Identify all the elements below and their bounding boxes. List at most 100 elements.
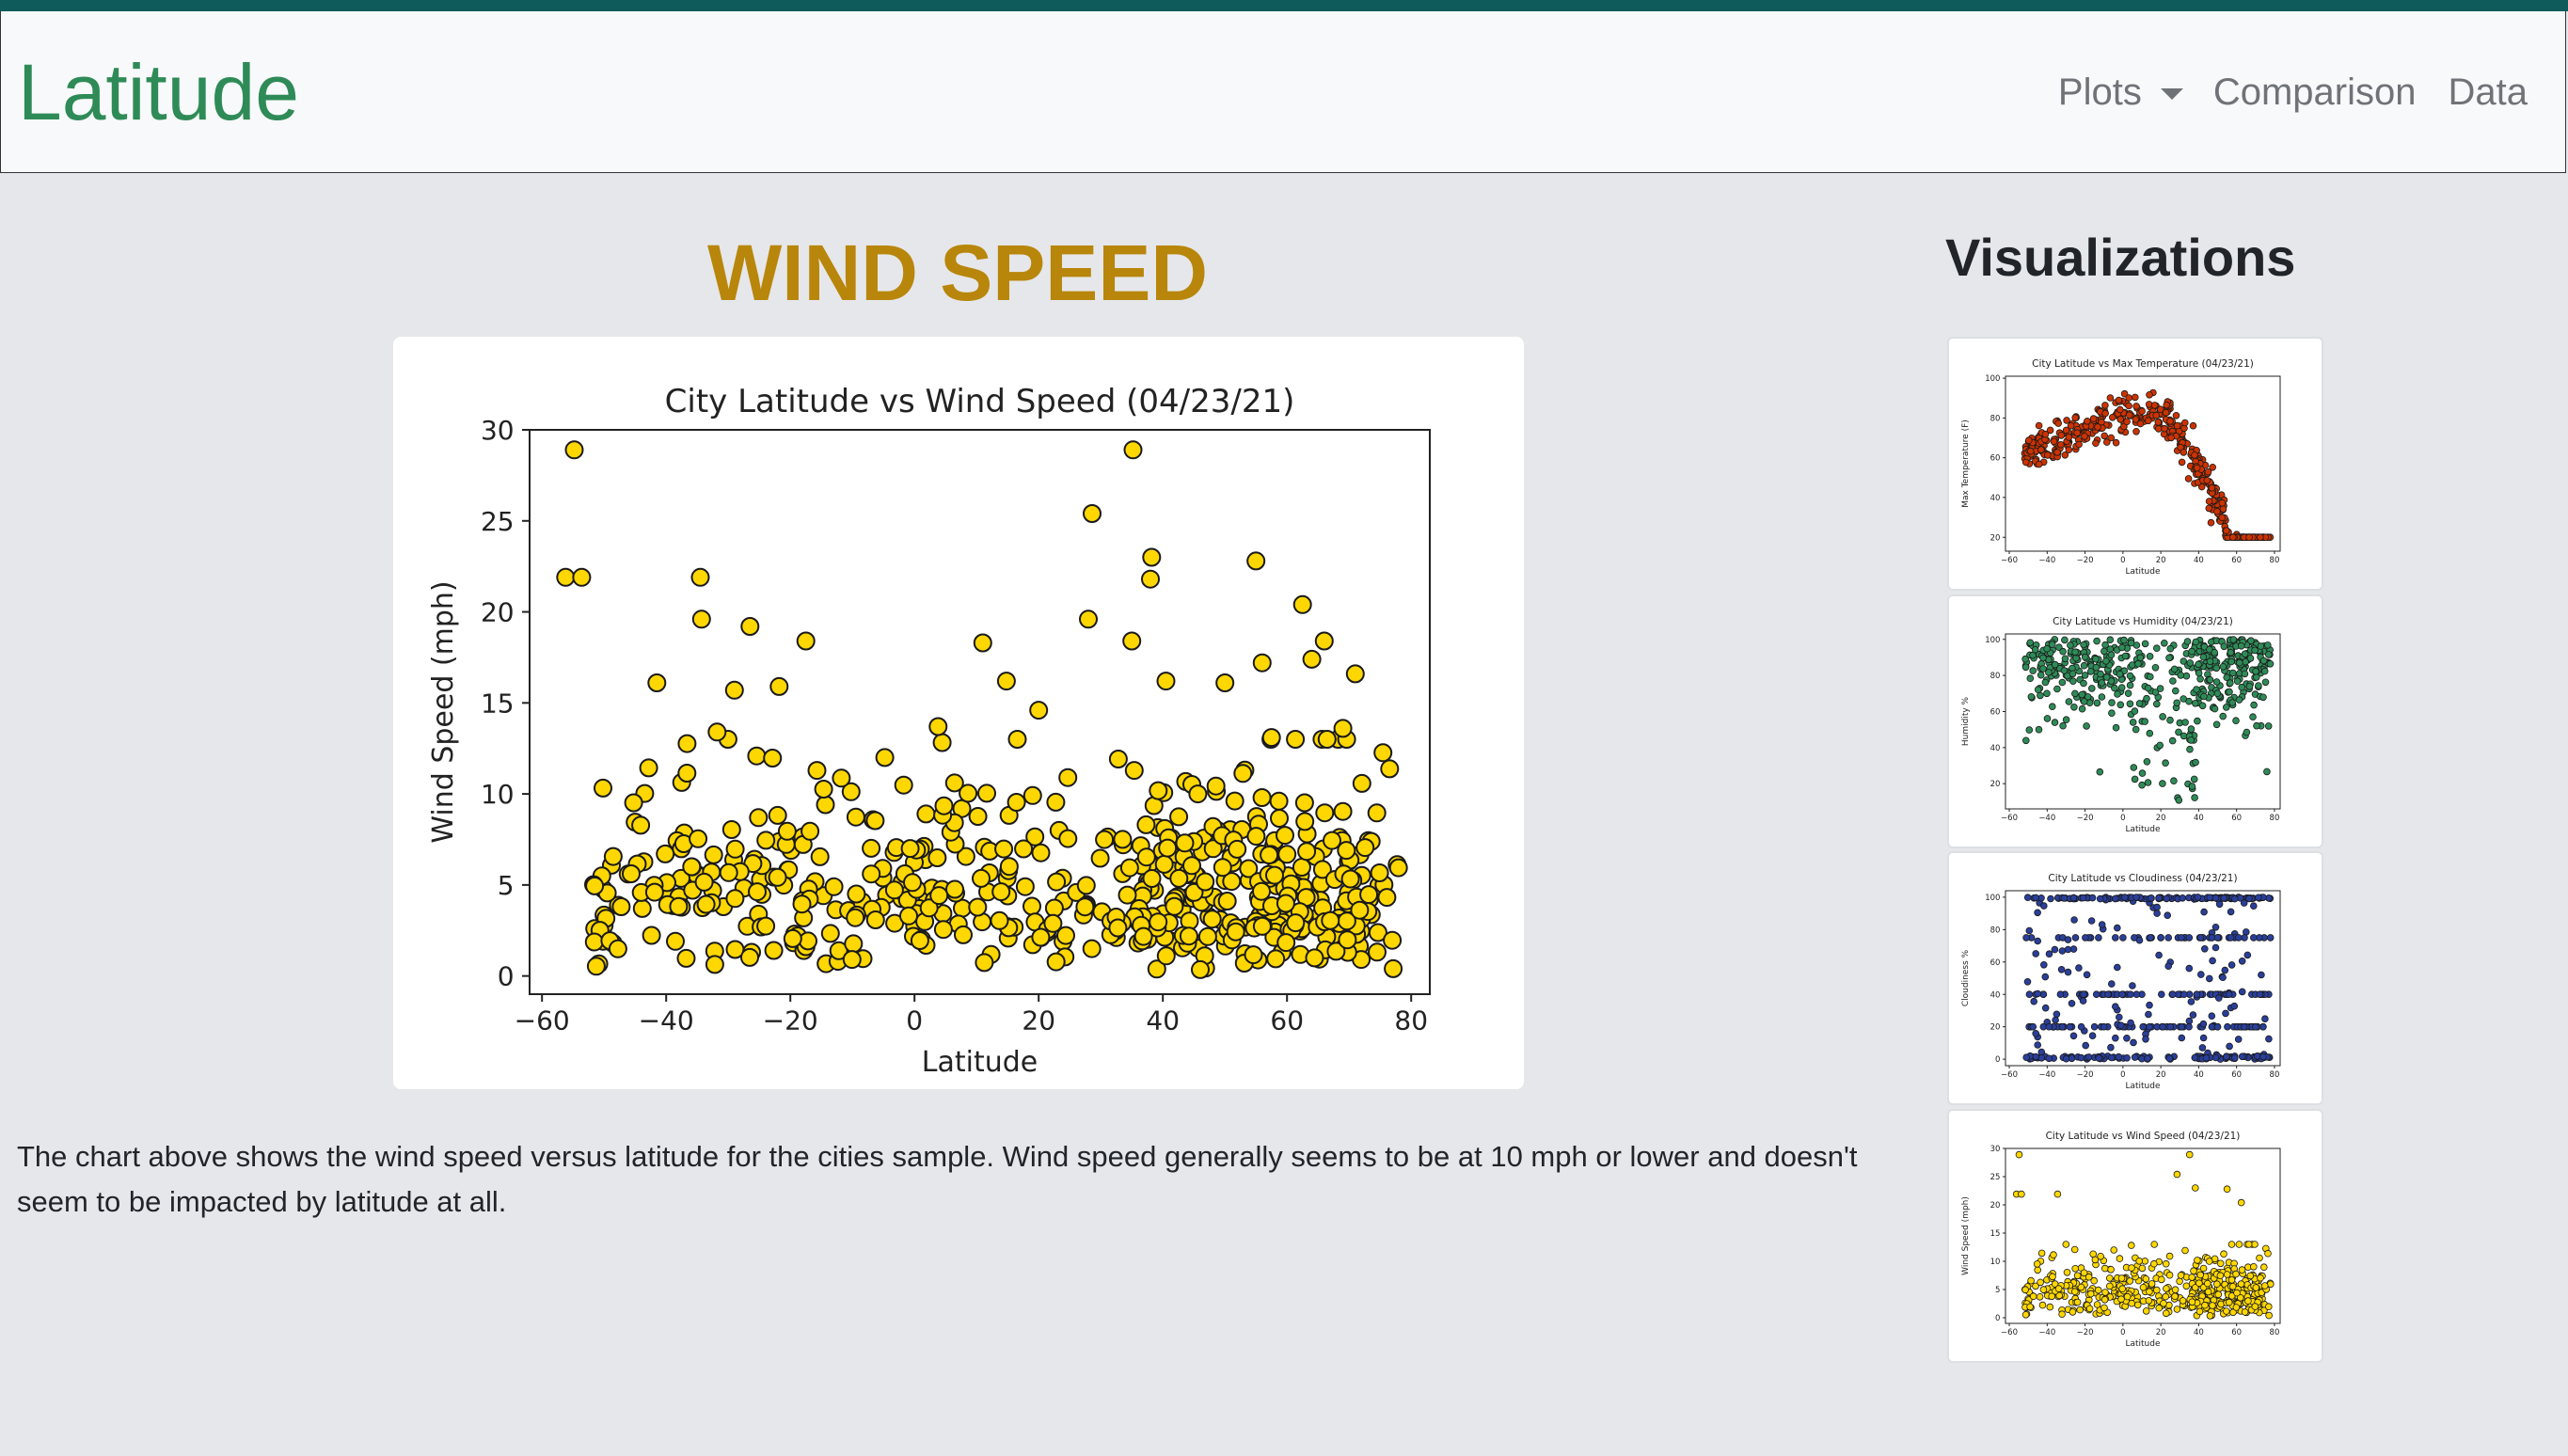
- y-tick-label: 20: [1990, 1201, 2001, 1211]
- scatter-point: [2226, 1042, 2233, 1051]
- scatter-point: [2249, 902, 2258, 910]
- scatter-point: [2177, 1272, 2185, 1279]
- scatter-point: [2186, 659, 2195, 667]
- scatter-point: [2167, 434, 2175, 442]
- scatter-point: [2266, 934, 2275, 942]
- scatter-point: [2106, 1274, 2114, 1282]
- scatter-point: [2045, 950, 2053, 957]
- scatter-point: [2141, 640, 2149, 648]
- scatter-point: [2077, 1022, 2085, 1031]
- scatter-point: [2194, 1257, 2201, 1264]
- scatter-point: [632, 898, 652, 918]
- plot-frame: [2005, 1147, 2281, 1324]
- scatter-point: [2144, 779, 2152, 786]
- x-tick-label: −20: [763, 1005, 818, 1036]
- x-tick-label: −40: [2038, 556, 2055, 565]
- scatter-point: [1252, 881, 1271, 901]
- brand-link[interactable]: Latitude: [18, 48, 299, 136]
- scatter-point: [2196, 675, 2204, 683]
- thumbnail-cloudiness[interactable]: City Latitude vs Cloudiness (04/23/21) La…: [1947, 851, 2323, 1105]
- nav-menu: Plots Comparison Data: [2058, 66, 2528, 119]
- scatter-point: [2127, 639, 2135, 647]
- scatter-point: [944, 773, 964, 793]
- scatter-point: [2266, 660, 2275, 668]
- scatter-point: [2142, 1036, 2149, 1043]
- scatter-point: [2132, 416, 2140, 423]
- scatter-point: [2222, 1009, 2229, 1018]
- scatter-point: [2040, 902, 2048, 910]
- nav-data-link[interactable]: Data: [2448, 71, 2528, 113]
- scatter-point: [2171, 1292, 2179, 1301]
- scatter-point: [1025, 827, 1045, 847]
- scatter-point: [1246, 827, 1266, 847]
- scatter-point: [2061, 636, 2069, 644]
- scatter-point: [1321, 910, 1340, 930]
- scatter-point: [2251, 646, 2259, 655]
- scatter-point: [2114, 963, 2121, 972]
- scatter-point: [1215, 673, 1235, 692]
- scatter-point: [1225, 791, 1244, 811]
- scatter-point: [1079, 609, 1098, 629]
- scatter-point: [594, 778, 612, 798]
- scatter-point: [1123, 440, 1143, 460]
- scatter-point: [2223, 673, 2231, 681]
- scatter-point: [865, 811, 885, 831]
- scatter-point: [2180, 449, 2188, 456]
- scatter-point: [2091, 1256, 2100, 1264]
- scatter-point: [2257, 533, 2264, 542]
- scatter-point: [2238, 988, 2246, 996]
- scatter-point: [1095, 830, 1115, 849]
- y-tick-label: 60: [1990, 708, 2001, 718]
- scatter-point: [2116, 1013, 2123, 1021]
- x-tick-label: 60: [1270, 1005, 1304, 1036]
- scatter-point: [2261, 1015, 2269, 1023]
- scatter-point: [968, 807, 988, 826]
- scatter-point: [2253, 721, 2260, 730]
- scatter-point: [1118, 885, 1137, 905]
- scatter-point: [1031, 927, 1051, 947]
- scatter-point: [1136, 815, 1156, 834]
- scatter-point: [2117, 684, 2126, 691]
- scatter-point: [2164, 911, 2172, 919]
- scatter-point: [2038, 1301, 2047, 1309]
- scatter-point: [1276, 894, 1295, 913]
- scatter-point: [2145, 1297, 2153, 1305]
- scatter-point: [2088, 894, 2097, 902]
- nav-comparison-link[interactable]: Comparison: [2212, 71, 2417, 113]
- scatter-point: [2034, 937, 2041, 945]
- scatter-point: [2117, 1021, 2125, 1030]
- scatter-point: [669, 896, 689, 916]
- scatter-point: [2098, 921, 2106, 928]
- scatter-point: [865, 910, 885, 929]
- scatter-point: [2123, 1035, 2131, 1042]
- thumbnail-wind-speed[interactable]: City Latitude vs Wind Speed (04/23/21) La…: [1947, 1109, 2323, 1363]
- scatter-point: [991, 882, 1011, 902]
- scatter-point: [2021, 663, 2030, 672]
- scatter-point: [1156, 946, 1176, 966]
- scatter-point: [2146, 652, 2154, 660]
- nav-plots-dropdown[interactable]: Plots: [2058, 66, 2183, 119]
- scatter-point: [2100, 1296, 2109, 1304]
- y-tick-label: 10: [481, 779, 515, 810]
- scatter-point: [1265, 865, 1284, 885]
- x-tick-label: 80: [2270, 1328, 2280, 1337]
- scatter-point: [1175, 833, 1195, 853]
- scatter-point: [2191, 1184, 2199, 1192]
- scatter-point: [807, 761, 827, 781]
- scatter-points: [556, 440, 1408, 979]
- scatter-point: [1196, 872, 1215, 892]
- scatter-point: [2029, 667, 2037, 674]
- scatter-point: [996, 672, 1016, 691]
- x-tick-label: 60: [2231, 556, 2242, 565]
- scatter-point: [2228, 1283, 2237, 1290]
- scatter-point: [2081, 653, 2089, 661]
- scatter-point: [2208, 1012, 2216, 1021]
- thumbnail-max-temperature[interactable]: City Latitude vs Max Temperature (04/23/…: [1947, 337, 2323, 591]
- scatter-point: [2219, 663, 2227, 671]
- main-chart-card: City Latitude vs Wind Speed (04/23/21) La…: [393, 337, 1524, 1089]
- scatter-point: [2233, 1289, 2241, 1297]
- scatter-point: [2021, 458, 2030, 467]
- thumbnail-humidity[interactable]: City Latitude vs Humidity (04/23/21) Lati…: [1947, 594, 2323, 848]
- scatter-point: [2104, 990, 2112, 999]
- scatter-point: [1222, 872, 1242, 892]
